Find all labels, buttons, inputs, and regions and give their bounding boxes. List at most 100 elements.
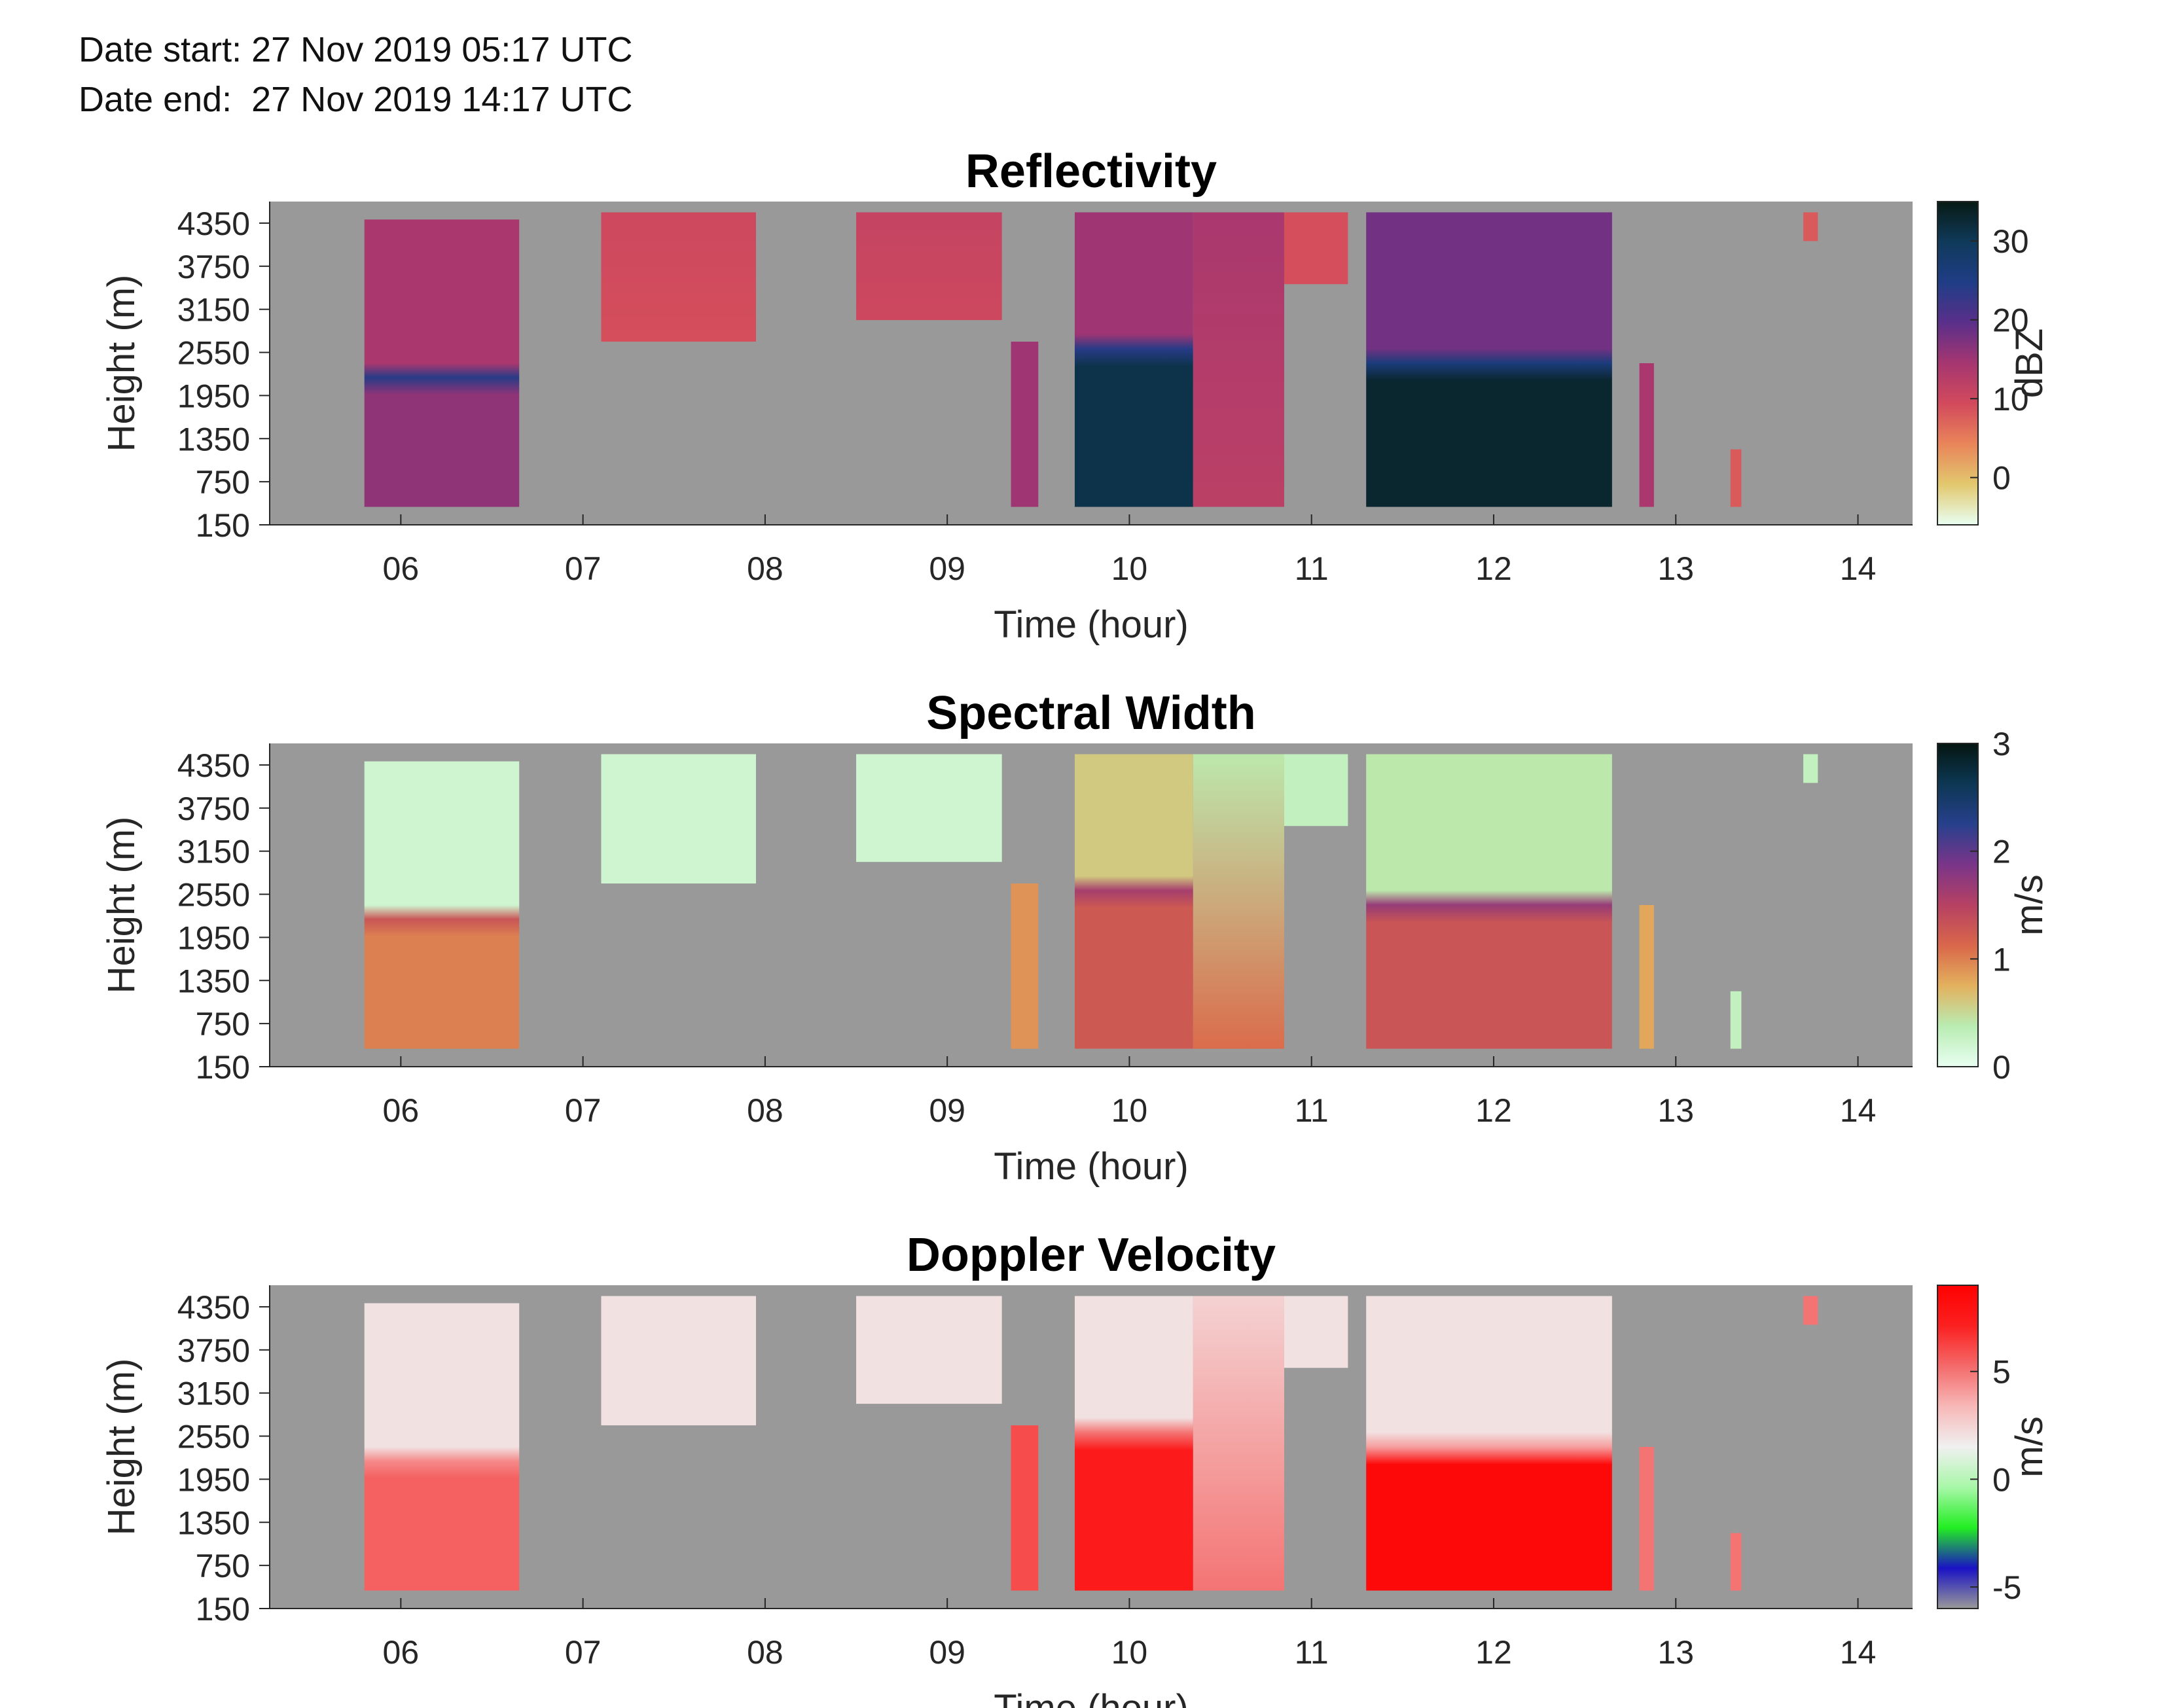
echo-segment	[856, 212, 1002, 321]
x-tick-label: 06	[383, 1634, 420, 1671]
colorbar-tick-label: 2	[1992, 834, 2011, 870]
y-tick-label: 750	[196, 1548, 250, 1584]
colorbar	[1937, 201, 1979, 525]
x-tick-label: 11	[1295, 1092, 1329, 1129]
colorbar-label: m/s	[2008, 874, 2051, 935]
y-tick-label: 1950	[177, 1461, 250, 1498]
x-tick-label: 08	[747, 1634, 783, 1671]
echo-segment	[1074, 212, 1193, 507]
x-tick-label: 12	[1475, 1092, 1512, 1129]
y-tick-label: 750	[196, 464, 250, 501]
y-tick-label: 1950	[177, 378, 250, 414]
x-tick-label: 10	[1111, 1092, 1148, 1129]
echo-segment	[1803, 1296, 1818, 1325]
colorbar-label: dBZ	[2008, 329, 2051, 398]
y-tick-label: 1950	[177, 919, 250, 956]
y-tick-label: 150	[196, 1591, 250, 1628]
colorbar-tick-label: 0	[1992, 1049, 2011, 1086]
y-tick-label: 2550	[177, 335, 250, 372]
x-tick-label: 07	[565, 550, 602, 587]
y-tick-label: 3750	[177, 249, 250, 285]
echo-segment	[1366, 1296, 1612, 1591]
colorbar	[1937, 743, 1979, 1067]
x-axis-label: Time (hour)	[994, 1687, 1189, 1708]
y-tick-label: 3150	[177, 292, 250, 329]
echo-segment	[1284, 212, 1348, 285]
x-tick-label: 12	[1475, 1634, 1512, 1671]
x-tick-label: 13	[1657, 1634, 1694, 1671]
y-tick-label: 1350	[177, 963, 250, 999]
y-tick-label: 3750	[177, 1332, 250, 1369]
x-tick-label: 07	[565, 1634, 602, 1671]
x-tick-label: 14	[1840, 1634, 1877, 1671]
colorbar-tick-label: 30	[1992, 223, 2029, 260]
x-axis-label: Time (hour)	[994, 1145, 1189, 1188]
panel-3: Doppler Velocity 06 07 08 09 10 11 12 13 14 150 750…	[100, 1229, 2051, 1708]
echo-segment	[1730, 991, 1742, 1049]
panel-title: Reflectivity	[965, 145, 1217, 198]
panel-1: Reflectivity 06 07 08 09 10 11 12 13 14 150 750 1350…	[100, 145, 2051, 646]
echo-segment	[601, 1296, 756, 1426]
y-tick-label: 3150	[177, 834, 250, 870]
echo-segment	[1011, 1425, 1039, 1591]
x-tick-label: 12	[1475, 550, 1512, 587]
x-tick-label: 08	[747, 1092, 783, 1129]
date-header: Date start: 27 Nov 2019 05:17 UTC Date e…	[79, 25, 633, 124]
y-tick-label: 4350	[177, 747, 250, 784]
echo-segment	[1803, 754, 1818, 783]
echo-segment	[1011, 342, 1039, 507]
x-tick-label: 14	[1840, 550, 1877, 587]
echo-segment	[1011, 883, 1039, 1049]
echo-segment	[1730, 1533, 1742, 1591]
y-tick-label: 750	[196, 1006, 250, 1042]
echo-segment	[1366, 754, 1612, 1049]
panel-title: Spectral Width	[926, 687, 1255, 739]
y-tick-label: 3750	[177, 791, 250, 827]
x-tick-label: 09	[929, 550, 965, 587]
y-tick-label: 4350	[177, 205, 250, 242]
y-axis-label: Height (m)	[100, 275, 143, 452]
date-start-label: Date start: 27 Nov 2019 05:17 UTC	[79, 30, 633, 69]
x-tick-label: 10	[1111, 1634, 1148, 1671]
x-tick-label: 06	[383, 550, 420, 587]
panel-title: Doppler Velocity	[907, 1229, 1276, 1281]
echo-segment	[364, 219, 520, 507]
echo-segment	[1639, 1447, 1654, 1591]
y-tick-label: 2550	[177, 877, 250, 914]
echo-segment	[1193, 754, 1284, 1049]
echo-segment	[364, 761, 520, 1049]
y-tick-label: 1350	[177, 421, 250, 457]
echo-segment	[601, 754, 756, 884]
echo-segment	[1639, 905, 1654, 1049]
echo-segment	[1193, 212, 1284, 507]
colorbar	[1937, 1285, 1979, 1609]
colorbar-tick-label: 5	[1992, 1354, 2011, 1391]
echo-segment	[1730, 449, 1742, 507]
x-tick-label: 10	[1111, 550, 1148, 587]
y-tick-label: 2550	[177, 1419, 250, 1455]
colorbar-label: m/s	[2008, 1416, 2051, 1477]
colorbar-tick-label: 3	[1992, 726, 2011, 762]
echo-segment	[1639, 363, 1654, 507]
y-axis-label: Height (m)	[100, 817, 143, 994]
x-tick-label: 09	[929, 1092, 965, 1129]
y-tick-label: 150	[196, 507, 250, 544]
colorbar-tick-label: 1	[1992, 941, 2011, 978]
echo-segment	[1803, 212, 1818, 241]
echo-segment	[856, 1296, 1002, 1404]
y-tick-label: 150	[196, 1049, 250, 1086]
x-tick-label: 13	[1657, 550, 1694, 587]
y-tick-label: 4350	[177, 1289, 250, 1326]
y-tick-label: 3150	[177, 1376, 250, 1412]
echo-segment	[1074, 754, 1193, 1049]
echo-segment	[601, 212, 756, 342]
x-tick-label: 14	[1840, 1092, 1877, 1129]
x-tick-label: 08	[747, 550, 783, 587]
echo-segment	[364, 1303, 520, 1591]
echo-segment	[1284, 754, 1348, 827]
colorbar-tick-label: 10	[1992, 381, 2029, 418]
y-tick-label: 1350	[177, 1504, 250, 1541]
x-tick-label: 07	[565, 1092, 602, 1129]
